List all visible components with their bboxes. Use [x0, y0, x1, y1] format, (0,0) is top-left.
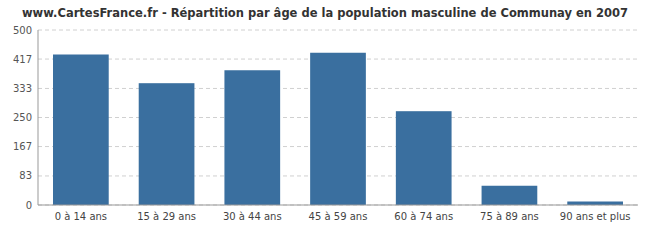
bar — [224, 70, 280, 205]
y-tick-label: 250 — [13, 112, 32, 123]
grid — [38, 30, 638, 205]
x-tick-label: 45 à 59 ans — [309, 211, 368, 222]
bar — [482, 186, 538, 205]
x-tick-label: 15 à 29 ans — [137, 211, 196, 222]
chart-title: www.CartesFrance.fr - Répartition par âg… — [22, 6, 628, 20]
bars — [53, 53, 623, 205]
x-tick-label: 60 à 74 ans — [394, 211, 453, 222]
bar — [396, 111, 452, 205]
grid-line — [38, 205, 638, 206]
bar — [53, 55, 109, 206]
x-tick-label: 0 à 14 ans — [55, 211, 107, 222]
bar — [310, 53, 366, 205]
x-axis: 0 à 14 ans 15 à 29 ans 30 à 44 ans 45 à 59 … — [55, 211, 631, 222]
chart-container: www.CartesFrance.fr - Répartition par âg… — [0, 0, 650, 229]
x-tick-label: 75 à 89 ans — [480, 211, 539, 222]
grid-line — [38, 30, 638, 31]
y-tick-label: 0 — [26, 200, 32, 211]
x-axis-line — [38, 205, 638, 206]
bar — [567, 202, 623, 206]
chart-svg: www.CartesFrance.fr - Répartition par âg… — [0, 0, 650, 229]
x-tick-label: 30 à 44 ans — [223, 211, 282, 222]
y-tick-label: 417 — [13, 54, 32, 65]
y-axis: 0 83 167 250 333 417 500 — [13, 25, 32, 211]
bar — [139, 83, 195, 205]
y-tick-label: 500 — [13, 25, 32, 36]
y-tick-label: 83 — [19, 170, 32, 181]
y-tick-label: 333 — [13, 83, 32, 94]
x-tick-label: 90 ans et plus — [560, 211, 631, 222]
y-axis-line — [38, 30, 39, 205]
y-tick-label: 167 — [13, 141, 32, 152]
